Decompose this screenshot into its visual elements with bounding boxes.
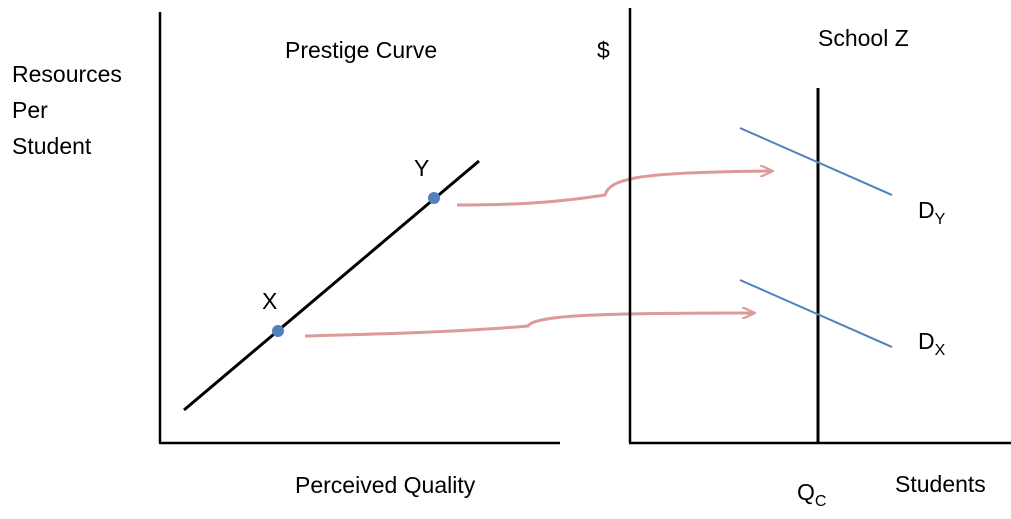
right-panel: School Z $ Students QC DY DX (597, 8, 1011, 510)
left-y-axis-label-line-1: Resources (12, 61, 122, 87)
demand-low-label: DX (918, 328, 946, 359)
connecting-arrows (304, 171, 772, 338)
left-panel-title: Prestige Curve (285, 37, 437, 63)
point-y-marker (428, 192, 440, 204)
arrow-y-to-demand-y (456, 171, 772, 207)
left-y-axis-label-line-3: Student (12, 133, 92, 159)
left-x-axis-label: Perceived Quality (295, 472, 476, 498)
right-y-axis-label: $ (597, 37, 610, 63)
arrow-x-to-demand-x (304, 313, 754, 338)
point-y-label: Y (414, 155, 429, 181)
right-x-axis-label: Students (895, 471, 986, 497)
point-x-marker (272, 325, 284, 337)
point-x-label: X (262, 288, 277, 314)
demand-high-label: DY (918, 197, 946, 228)
left-panel: Prestige Curve Resources Per Student Per… (12, 12, 560, 498)
capacity-label: QC (797, 479, 826, 510)
prestige-curve-line (183, 159, 480, 412)
demand-line-low (739, 279, 893, 348)
right-panel-title: School Z (818, 25, 909, 51)
demand-line-high (739, 127, 893, 196)
left-y-axis-label-line-2: Per (12, 97, 48, 123)
